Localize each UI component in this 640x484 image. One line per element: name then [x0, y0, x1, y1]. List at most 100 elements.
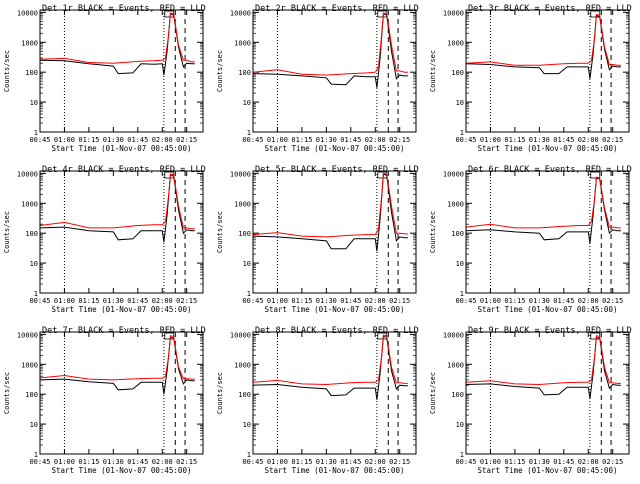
y-tick-label: 100	[238, 69, 251, 77]
y-tick-label: 1000	[447, 361, 464, 369]
x-axis-label: Start Time (01-Nov-07 00:45:00)	[52, 305, 192, 314]
y-tick-label: 10000	[230, 9, 251, 17]
x-tick-label: 01:00	[480, 136, 501, 144]
events-series-line	[39, 12, 195, 76]
x-tick-label: 01:00	[480, 297, 501, 305]
x-tick-label: 01:15	[504, 297, 525, 305]
x-tick-label: 01:30	[529, 297, 550, 305]
y-tick-label: 100	[451, 230, 464, 238]
y-tick-label: 10	[243, 421, 251, 429]
chart-panel-7: Det 7r BLACK = Events, RED = LLD Counts/s…	[3, 326, 206, 475]
y-axis-label: Counts/sec	[3, 211, 11, 253]
x-tick-label: 01:15	[78, 136, 99, 144]
plot-frame	[252, 9, 417, 133]
y-tick-label: 10	[30, 99, 38, 107]
chart-panel-9: Det 9r BLACK = Events, RED = LLD Counts/s…	[429, 326, 632, 475]
x-tick-label: 01:30	[316, 136, 337, 144]
events-series-line	[252, 335, 408, 400]
x-tick-label: 02:00	[578, 297, 599, 305]
lld-series-line	[465, 13, 621, 66]
x-tick-label: 02:15	[176, 458, 197, 466]
x-tick-label: 01:15	[504, 136, 525, 144]
x-tick-label: 01:30	[103, 458, 124, 466]
plot-frame	[252, 331, 417, 455]
x-tick-label: 02:00	[365, 136, 386, 144]
chart-panel-4: Det 4r BLACK = Events, RED = LLD Counts/s…	[3, 165, 206, 314]
x-tick-label: 01:00	[480, 458, 501, 466]
x-tick-label: 01:15	[78, 297, 99, 305]
x-tick-label: 00:45	[242, 136, 263, 144]
x-tick-label: 01:30	[103, 136, 124, 144]
events-series-line	[465, 336, 621, 399]
x-tick-label: 02:00	[152, 458, 173, 466]
x-tick-label: 00:45	[29, 297, 50, 305]
x-tick-label: 00:45	[455, 297, 476, 305]
y-tick-label: 100	[451, 69, 464, 77]
chart-title: Det 5r BLACK = Events, RED = LLD	[255, 165, 419, 175]
x-tick-label: 02:15	[602, 458, 623, 466]
y-tick-label: 1	[460, 290, 464, 298]
x-tick-label: 01:00	[54, 458, 75, 466]
x-tick-label: 00:45	[242, 297, 263, 305]
x-tick-label: 01:30	[103, 297, 124, 305]
x-tick-label: 00:45	[29, 458, 50, 466]
plot-frame	[465, 331, 630, 455]
y-axis-label: Counts/sec	[3, 50, 11, 92]
chart-title: Det 4r BLACK = Events, RED = LLD	[42, 165, 206, 175]
y-axis-label: Counts/sec	[429, 211, 437, 253]
events-series-line	[39, 173, 195, 243]
events-series-line	[465, 14, 621, 79]
plot-frame	[39, 9, 204, 133]
y-tick-label: 1000	[234, 361, 251, 369]
events-series-line	[252, 12, 408, 88]
x-tick-label: 01:30	[316, 297, 337, 305]
lld-series-line	[252, 12, 408, 76]
x-tick-label: 01:30	[316, 458, 337, 466]
chart-title: Det 9r BLACK = Events, RED = LLD	[468, 326, 632, 336]
x-tick-label: 01:15	[291, 136, 312, 144]
lld-series-line	[39, 173, 195, 230]
y-tick-label: 1000	[21, 39, 38, 47]
y-tick-label: 1000	[234, 39, 251, 47]
x-tick-label: 01:45	[127, 136, 148, 144]
y-tick-label: 100	[238, 230, 251, 238]
chart-title: Det 6r BLACK = Events, RED = LLD	[468, 165, 632, 175]
x-tick-label: 02:00	[365, 458, 386, 466]
x-tick-label: 01:00	[267, 297, 288, 305]
y-tick-label: 1000	[21, 200, 38, 208]
x-tick-label: 01:30	[529, 136, 550, 144]
y-tick-label: 100	[451, 391, 464, 399]
y-tick-label: 100	[238, 391, 251, 399]
chart-title: Det 1r BLACK = Events, RED = LLD	[42, 4, 206, 14]
plot-frame	[39, 331, 204, 455]
y-tick-label: 10000	[17, 9, 38, 17]
y-tick-label: 1	[247, 290, 251, 298]
y-tick-label: 10000	[443, 331, 464, 339]
plot-frame	[465, 170, 630, 294]
lld-series-line	[252, 334, 408, 386]
x-tick-label: 01:45	[340, 297, 361, 305]
y-axis-label: Counts/sec	[3, 372, 11, 414]
y-tick-label: 10	[456, 421, 464, 429]
x-tick-label: 01:45	[340, 458, 361, 466]
x-tick-label: 01:30	[529, 458, 550, 466]
chart-panel-2: Det 2r BLACK = Events, RED = LLD Counts/s…	[216, 4, 419, 153]
lld-series-line	[39, 12, 195, 64]
x-tick-label: 02:15	[389, 458, 410, 466]
peak-box-marker	[590, 10, 601, 18]
peak-box-marker	[590, 171, 601, 179]
y-tick-label: 1	[34, 129, 38, 137]
plot-frame	[39, 170, 204, 294]
chart-panel-5: Det 5r BLACK = Events, RED = LLD Counts/s…	[216, 165, 419, 314]
x-axis-label: Start Time (01-Nov-07 00:45:00)	[478, 144, 618, 153]
peak-box-marker	[164, 332, 175, 340]
y-tick-label: 1	[247, 451, 251, 459]
x-tick-label: 01:45	[127, 297, 148, 305]
x-tick-label: 02:00	[152, 297, 173, 305]
x-tick-label: 01:15	[504, 458, 525, 466]
x-tick-label: 02:15	[389, 136, 410, 144]
y-tick-label: 10000	[443, 170, 464, 178]
events-series-line	[465, 177, 621, 244]
